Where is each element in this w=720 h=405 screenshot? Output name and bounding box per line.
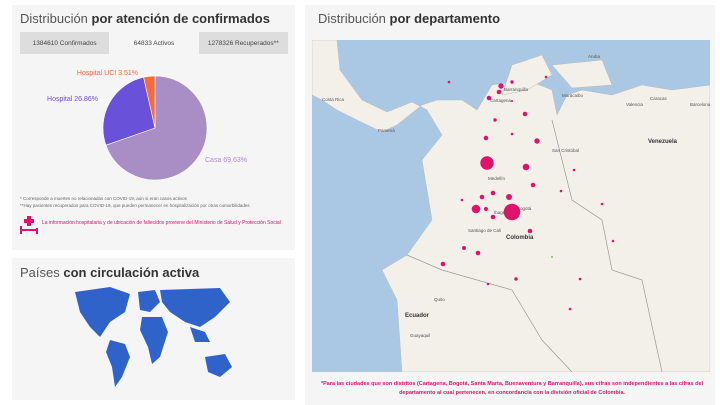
- department-dot[interactable]: [534, 138, 540, 144]
- label-barcelona: Barcelona: [690, 102, 711, 107]
- label-valencia: Valencia: [626, 102, 643, 107]
- department-dot[interactable]: [471, 204, 481, 214]
- countries-title: Países con circulación activa: [20, 265, 200, 280]
- pie-slice-hospital[interactable]: [102, 76, 156, 146]
- label-colombia: Colombia: [506, 235, 534, 241]
- department-dot[interactable]: [559, 189, 563, 193]
- department-dot[interactable]: [506, 194, 512, 200]
- department-dot[interactable]: [503, 203, 521, 221]
- department-dot[interactable]: [490, 214, 496, 220]
- department-dot[interactable]: [486, 282, 490, 286]
- world-map: [75, 287, 232, 387]
- department-dot[interactable]: [522, 111, 528, 117]
- hospital-bed-icon: [20, 216, 38, 234]
- tab-recuperados[interactable]: 1278326 Recuperados**: [207, 39, 279, 47]
- pie-label-casa: Casa 69.63%: [205, 157, 247, 164]
- pie-label-hospital-uci: Hospital UCI 3.51%: [77, 70, 138, 77]
- department-dot[interactable]: [544, 75, 548, 79]
- tab-confirmados[interactable]: 1384610 Confirmados: [32, 39, 97, 47]
- department-dot[interactable]: [551, 256, 553, 258]
- label-maracaibo: Maracaibo: [562, 93, 584, 98]
- pie-slice-hospital-uci[interactable]: [143, 75, 156, 129]
- label-guayaquil: Guayaquil: [410, 333, 431, 338]
- department-dot[interactable]: [527, 228, 533, 234]
- label-bogota: Bogotá: [517, 206, 532, 211]
- department-dot[interactable]: [490, 190, 496, 196]
- label-panama: Panamá: [378, 128, 395, 133]
- department-dot[interactable]: [511, 100, 513, 102]
- department-dot[interactable]: [572, 168, 576, 172]
- department-dot[interactable]: [530, 182, 536, 188]
- department-dot[interactable]: [510, 80, 514, 84]
- label-barranquilla: Barranquilla: [504, 87, 529, 92]
- department-map: [312, 40, 710, 372]
- label-san-cristobal: San Cristóbal: [552, 148, 580, 153]
- label-caracas: Caracas: [650, 96, 667, 101]
- attention-tabs: 1384610 Confirmados 64833 Activos 127832…: [20, 32, 288, 54]
- department-dot[interactable]: [496, 89, 502, 95]
- label-cali: Santiago de Cali: [468, 228, 502, 233]
- department-dot[interactable]: [493, 118, 497, 122]
- label-costa-rica: Costa Rica: [322, 97, 345, 102]
- info-text: La información hospitalaria y de ubicaci…: [42, 220, 281, 226]
- tab-activos[interactable]: 64833 Activos: [109, 32, 199, 54]
- pie-slice-casa[interactable]: [105, 75, 208, 181]
- department-dot[interactable]: [514, 277, 518, 281]
- department-dot[interactable]: [462, 246, 466, 250]
- department-dot[interactable]: [480, 156, 494, 170]
- attention-title: Distribución por atención de confirmados: [20, 11, 270, 26]
- department-dot[interactable]: [522, 163, 530, 171]
- label-venezuela: Venezuela: [648, 139, 678, 145]
- department-dot[interactable]: [568, 307, 572, 311]
- department-dot[interactable]: [447, 80, 451, 84]
- department-footnote: *Para las ciudades que son distritos (Ca…: [320, 381, 704, 396]
- department-dot[interactable]: [484, 207, 488, 211]
- department-dot[interactable]: [600, 202, 604, 206]
- department-dot[interactable]: [460, 198, 464, 202]
- pie-chart: Casa 69.63% Hospital 26.86% Hospital UCI 3…: [47, 70, 247, 181]
- department-dot[interactable]: [440, 261, 446, 267]
- department-dot[interactable]: [486, 95, 492, 101]
- department-dot[interactable]: [498, 83, 504, 89]
- pie-label-hospital: Hospital 26.86%: [47, 96, 98, 103]
- department-dot[interactable]: [475, 250, 481, 256]
- label-ibague: Ibagué: [494, 210, 508, 215]
- department-dot[interactable]: [483, 135, 489, 141]
- department-dot[interactable]: [510, 132, 514, 136]
- department-dot[interactable]: [611, 239, 615, 243]
- department-dot[interactable]: [479, 194, 485, 200]
- department-dot[interactable]: [578, 277, 582, 281]
- label-ecuador: Ecuador: [405, 313, 430, 319]
- note-2: **Hay pacientes recuperados para COVID-1…: [20, 203, 250, 208]
- label-quito: Quito: [434, 297, 445, 302]
- label-aruba: Aruba: [588, 54, 601, 59]
- department-title: Distribución por departamento: [318, 11, 501, 26]
- label-medellin: Medellín: [488, 176, 506, 181]
- note-1: * Corresponde a muertes no relacionadas …: [20, 196, 187, 201]
- label-cartagena: Cartagena: [490, 98, 512, 103]
